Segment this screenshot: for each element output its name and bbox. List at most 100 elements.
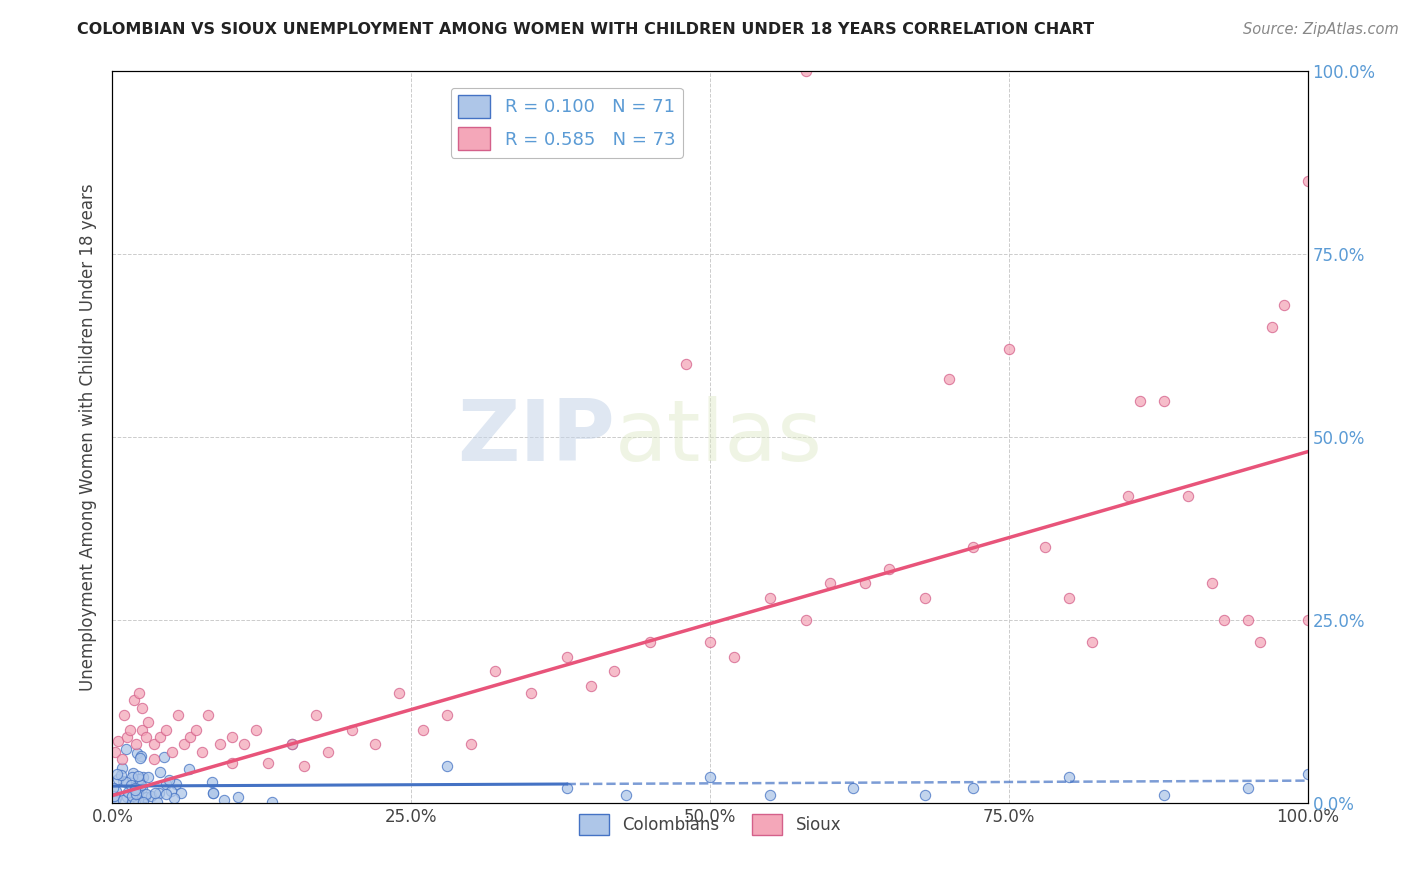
Point [257,756,280,770]
Text: ZIP: ZIP [457,395,614,479]
Point [120,723,142,737]
Point [1057,591,1080,605]
Point [436,759,458,773]
Point [1296,766,1319,780]
Point [1033,540,1056,554]
Point [794,613,817,627]
Point [305,708,328,723]
Point [221,756,243,770]
Point [173,737,195,751]
Point [938,371,960,385]
Point [162,745,183,759]
Point [143,786,166,800]
Point [103,789,125,803]
Point [111,752,134,766]
Point [460,737,482,751]
Point [104,745,127,759]
Text: Source: ZipAtlas.com: Source: ZipAtlas.com [1243,22,1399,37]
Point [842,781,865,796]
Text: COLOMBIAN VS SIOUX UNEMPLOYMENT AMONG WOMEN WITH CHILDREN UNDER 18 YEARS CORRELA: COLOMBIAN VS SIOUX UNEMPLOYMENT AMONG WO… [77,22,1094,37]
Point [191,745,214,759]
Legend: Colombians, Sioux: Colombians, Sioux [572,807,848,842]
Point [675,357,697,371]
Point [436,708,458,723]
Point [1272,298,1295,312]
Point [179,730,201,744]
Point [107,733,129,747]
Point [153,750,176,764]
Point [640,635,662,649]
Point [603,664,626,678]
Point [163,790,186,805]
Point [388,686,411,700]
Point [128,772,150,786]
Point [281,737,304,751]
Point [340,723,363,737]
Point [117,785,139,799]
Point [155,723,177,737]
Point [292,759,315,773]
Point [146,795,169,809]
Point [105,767,128,781]
Point [143,752,166,766]
Point [134,789,156,804]
Point [149,765,172,780]
Point [759,591,782,605]
Point [138,715,160,730]
Text: atlas: atlas [614,395,823,479]
Point [998,343,1021,357]
Y-axis label: Unemployment Among Women with Children Under 18 years: Unemployment Among Women with Children U… [79,183,97,691]
Point [121,770,143,784]
Point [1296,613,1319,627]
Point [1213,613,1236,627]
Point [136,770,159,784]
Point [127,785,149,799]
Point [226,790,249,805]
Point [579,679,602,693]
Point [177,762,200,776]
Point [159,784,181,798]
Point [120,779,142,793]
Point [209,737,232,751]
Point [616,789,638,803]
Point [1296,174,1319,188]
Point [1261,320,1284,334]
Point [169,785,191,799]
Point [914,789,936,803]
Point [1237,781,1260,796]
Point [129,778,152,792]
Point [233,737,256,751]
Point [281,737,304,751]
Point [127,769,149,783]
Point [202,786,225,800]
Point [125,746,148,760]
Point [124,796,146,810]
Point [759,789,782,803]
Point [114,742,136,756]
Point [135,787,157,801]
Point [555,781,578,796]
Point [107,772,129,786]
Point [1237,613,1260,627]
Point [121,795,143,809]
Point [122,693,145,707]
Point [412,723,434,737]
Point [115,789,138,804]
Point [520,686,543,700]
Point [245,723,267,737]
Point [128,686,150,700]
Point [157,772,180,787]
Point [104,793,127,807]
Point [316,745,339,759]
Point [723,649,745,664]
Point [962,540,984,554]
Point [879,562,901,576]
Point [262,795,284,809]
Point [1201,576,1223,591]
Point [124,783,146,797]
Point [167,708,190,723]
Point [131,781,153,796]
Point [112,793,135,807]
Point [1153,789,1175,803]
Point [201,786,224,800]
